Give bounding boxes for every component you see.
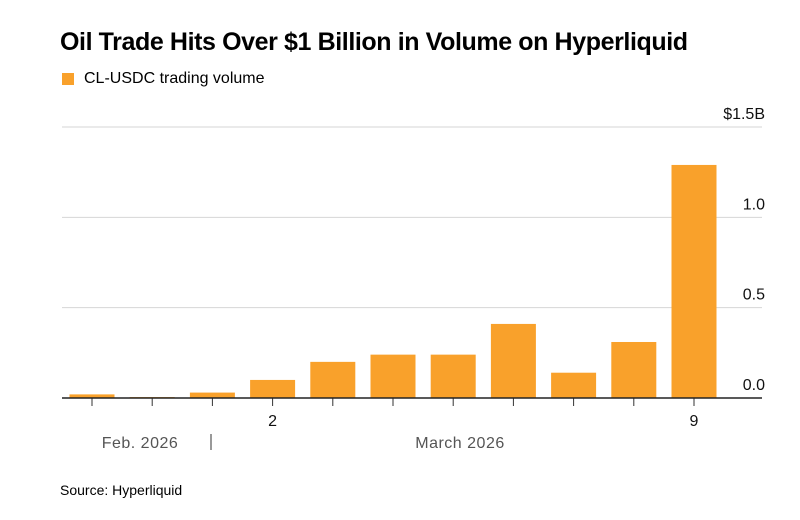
bar-mar-7 (551, 372, 597, 398)
bar-feb-27 (69, 394, 115, 398)
month-label-feb: Feb. 2026 (102, 435, 179, 452)
bar-mar-4 (370, 354, 416, 398)
bar-chart: 0.0 0.5 1.0 $1.5B 2 9 Feb. 2026 March 2026 (62, 106, 765, 452)
bar-mar-9 (671, 164, 717, 398)
legend-swatch (62, 73, 74, 85)
y-tick-label: 0.0 (743, 377, 765, 394)
x-tick-label: 2 (268, 413, 277, 430)
month-label-march: March 2026 (415, 435, 505, 452)
bar-mar-6 (490, 323, 536, 398)
bar-mar-2 (250, 379, 296, 398)
bar-mar-1 (189, 392, 235, 398)
source-note: Source: Hyperliquid (60, 482, 183, 498)
y-tick-label: $1.5B (723, 106, 765, 123)
legend: CL-USDC trading volume (62, 70, 265, 88)
y-tick-label: 1.0 (743, 196, 765, 213)
legend-label: CL-USDC trading volume (84, 70, 265, 87)
bar-mar-3 (310, 361, 356, 398)
chart-title: Oil Trade Hits Over $1 Billion in Volume… (60, 28, 688, 56)
bar-mar-5 (430, 354, 476, 398)
y-tick-label: 0.5 (743, 287, 765, 304)
x-tick-label: 9 (690, 413, 699, 430)
bar-mar-8 (611, 341, 657, 398)
